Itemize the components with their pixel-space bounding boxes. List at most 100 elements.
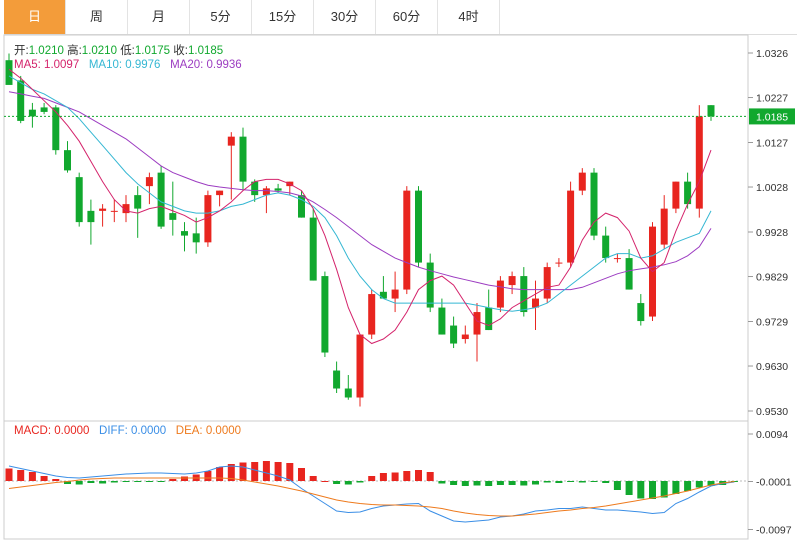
candle-body bbox=[251, 181, 259, 196]
macd-bar bbox=[5, 468, 13, 481]
macd-bar bbox=[64, 481, 71, 484]
diff-label: DIFF: bbox=[99, 425, 128, 437]
macd-bar bbox=[578, 481, 586, 483]
macd-bar bbox=[251, 462, 259, 481]
candle-body bbox=[625, 258, 633, 290]
candle-body bbox=[87, 210, 95, 223]
macd-bar bbox=[239, 462, 247, 481]
tab-5min[interactable]: 5分 bbox=[190, 0, 252, 34]
high-label: 高: bbox=[67, 45, 82, 57]
macd-bar bbox=[227, 464, 235, 481]
macd-bar bbox=[543, 481, 551, 483]
candle-body bbox=[368, 294, 376, 335]
macd-bar bbox=[625, 481, 633, 495]
candle-body bbox=[99, 208, 107, 211]
candle-body bbox=[461, 334, 469, 340]
last-price-badge bbox=[749, 108, 795, 125]
ma20-line bbox=[8, 91, 712, 291]
ma10-value: 0.9976 bbox=[125, 59, 161, 71]
macd-axis-label: -0.0001 bbox=[756, 477, 792, 489]
candle-body bbox=[333, 370, 341, 389]
macd-axis-label: 0.0094 bbox=[756, 429, 788, 441]
candle-body bbox=[75, 177, 83, 223]
macd-bar bbox=[426, 472, 434, 481]
price-panel-frame bbox=[3, 34, 749, 422]
candle-body bbox=[157, 172, 165, 227]
tab-4hour[interactable]: 4时 bbox=[438, 0, 500, 34]
macd-bar bbox=[590, 481, 598, 482]
diff-value: 0.0000 bbox=[131, 425, 167, 437]
ma-legend: MA5: 1.0097 MA10: 0.9976 MA20: 0.9936 bbox=[14, 59, 242, 71]
candle-body bbox=[356, 334, 364, 398]
price-axis-label: 1.0127 bbox=[756, 138, 788, 150]
candle-body bbox=[613, 258, 621, 260]
macd-bar bbox=[204, 471, 212, 481]
candle-body bbox=[181, 231, 188, 236]
candle-body bbox=[695, 116, 703, 209]
macd-bar bbox=[532, 481, 539, 485]
macd-panel-frame bbox=[3, 420, 749, 540]
close-label: 收: bbox=[173, 45, 188, 57]
candle-body bbox=[262, 188, 270, 196]
dea-label: DEA: bbox=[175, 425, 203, 437]
macd-bar bbox=[391, 472, 399, 481]
macd-bar bbox=[145, 481, 153, 482]
candle-body bbox=[192, 233, 200, 243]
macd-bar bbox=[485, 481, 493, 486]
macd-bar bbox=[262, 461, 270, 481]
price-axis-label: 0.9928 bbox=[756, 227, 788, 239]
candle-body bbox=[216, 190, 224, 196]
low-value: 1.0175 bbox=[134, 45, 171, 57]
close-value: 1.0185 bbox=[187, 45, 224, 57]
macd-bar bbox=[403, 471, 411, 481]
candle-body bbox=[344, 388, 352, 398]
dea-line bbox=[8, 477, 735, 517]
price-axis-label: 1.0028 bbox=[756, 182, 788, 194]
candle-body bbox=[40, 107, 48, 112]
macd-bar bbox=[496, 481, 504, 485]
candle-body bbox=[204, 195, 212, 243]
macd-bar bbox=[660, 481, 668, 498]
candle-body bbox=[590, 172, 598, 236]
tab-60min[interactable]: 60分 bbox=[376, 0, 438, 34]
candle-body bbox=[239, 136, 247, 182]
price-axis-label: 1.0227 bbox=[756, 93, 788, 105]
diff-line bbox=[8, 465, 735, 523]
macd-bar bbox=[321, 481, 329, 482]
candle-body bbox=[28, 109, 36, 117]
macd-bar bbox=[344, 481, 352, 485]
candle-body bbox=[415, 190, 422, 263]
candle-body bbox=[274, 188, 282, 191]
tab-day[interactable]: 日 bbox=[4, 0, 66, 34]
candle-body bbox=[169, 213, 177, 220]
price-axis-label: 0.9829 bbox=[756, 272, 788, 284]
tab-30min[interactable]: 30分 bbox=[314, 0, 376, 34]
candle-body bbox=[532, 298, 539, 308]
ma5-value: 1.0097 bbox=[44, 59, 80, 71]
open-value: 1.0210 bbox=[28, 45, 64, 57]
candle-body bbox=[309, 217, 317, 281]
candle-body bbox=[660, 208, 668, 245]
tab-15min[interactable]: 15分 bbox=[252, 0, 314, 34]
candle-body bbox=[450, 325, 458, 344]
tab-month[interactable]: 月 bbox=[128, 0, 190, 34]
price-axis-label: 0.9630 bbox=[756, 361, 788, 373]
macd-bar bbox=[613, 481, 621, 490]
macd-bar bbox=[309, 476, 317, 481]
macd-bar bbox=[695, 481, 703, 488]
macd-bar bbox=[567, 481, 575, 482]
candle-body bbox=[672, 181, 680, 209]
macd-bar bbox=[707, 481, 715, 486]
macd-legend: MACD: 0.0000 DIFF: 0.0000 DEA: 0.0000 bbox=[14, 425, 241, 437]
price-axis-label: 0.9530 bbox=[756, 406, 788, 418]
candle-body bbox=[122, 204, 130, 214]
macd-bar bbox=[216, 467, 224, 481]
candle-body bbox=[438, 307, 446, 335]
dea-value: 0.0000 bbox=[205, 425, 242, 437]
tab-week[interactable]: 周 bbox=[66, 0, 128, 34]
candle-body bbox=[555, 262, 563, 264]
ma5-line bbox=[8, 68, 712, 345]
macd-label: MACD: bbox=[14, 425, 52, 437]
candle-body bbox=[520, 276, 528, 313]
